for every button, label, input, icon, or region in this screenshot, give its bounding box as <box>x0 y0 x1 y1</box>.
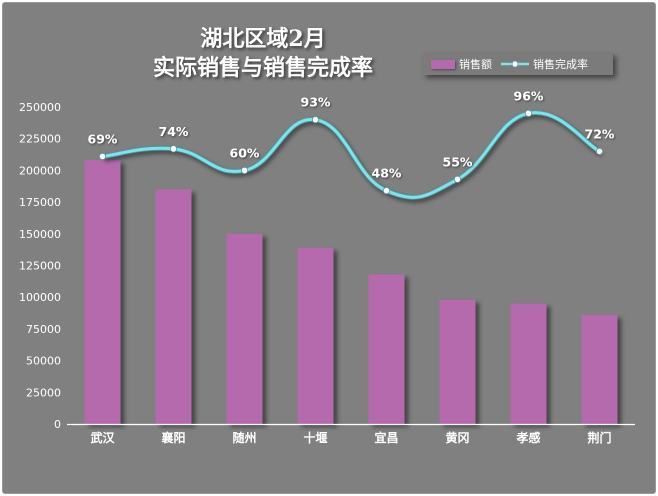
completion-data-label: 60% <box>230 145 260 160</box>
completion-point-黄冈 <box>453 175 462 183</box>
legend: 销售额 销售完成率 <box>423 53 613 75</box>
legend-bar-swatch <box>431 59 455 69</box>
x-tick-label: 十堰 <box>303 430 327 445</box>
bar-十堰 <box>297 247 334 424</box>
completion-data-label: 74% <box>159 124 189 139</box>
y-tick-label: 250000 <box>19 101 61 114</box>
x-tick-label: 黄冈 <box>445 430 469 445</box>
completion-point-武汉 <box>98 152 107 161</box>
chart-title-line-1: 湖北区域2月 <box>200 26 326 52</box>
y-tick-label: 125000 <box>19 260 61 273</box>
completion-data-label: 55% <box>443 154 473 169</box>
bar-荆门 <box>581 314 618 424</box>
y-tick-label: 50000 <box>26 355 61 368</box>
y-tick-label: 200000 <box>19 164 61 177</box>
bar-黄冈 <box>439 299 476 424</box>
bar-孝感 <box>510 303 547 424</box>
y-axis: 0 25000 50000 75000 100000 125000 150000 175000… <box>19 101 61 431</box>
completion-point-宜昌 <box>382 187 391 195</box>
bar-襄阳 <box>155 189 192 424</box>
chart-title: 湖北区域2月 实际销售与销售完成率 <box>123 25 403 83</box>
x-axis: 武汉 襄阳 随州 十堰 宜昌 黄冈 孝感 荆门 <box>67 423 635 445</box>
legend-item-sales: 销售额 <box>431 56 492 72</box>
legend-item-completion: 销售完成率 <box>500 56 588 72</box>
legend-label-completion: 销售完成率 <box>533 58 588 71</box>
completion-data-label: 96% <box>514 88 544 103</box>
completion-data-label: 48% <box>372 166 402 181</box>
legend-line-swatch <box>501 60 529 68</box>
completion-line-path <box>102 111 601 199</box>
y-tick-label: 150000 <box>19 228 61 241</box>
completion-point-襄阳 <box>169 145 178 153</box>
y-tick-label: 175000 <box>19 196 61 209</box>
completion-line: 69% 74% 60% 93% 48% 55% 96% 72% <box>88 88 615 200</box>
bars <box>84 160 618 425</box>
chart-title-line-2: 实际销售与销售完成率 <box>152 55 373 81</box>
completion-point-十堰 <box>311 116 320 124</box>
completion-point-孝感 <box>524 109 533 117</box>
bar-随州 <box>226 233 263 424</box>
y-tick-label: 100000 <box>19 291 61 304</box>
x-tick-label: 武汉 <box>90 430 115 445</box>
y-tick-label: 225000 <box>19 133 61 146</box>
y-tick-label: 75000 <box>26 323 61 336</box>
x-tick-label: 荆门 <box>587 430 611 445</box>
completion-data-label: 93% <box>301 95 331 110</box>
bar-武汉 <box>84 160 121 425</box>
plot-area: 0 25000 50000 75000 100000 125000 150000 175000… <box>19 88 635 445</box>
completion-point-荆门 <box>595 147 604 155</box>
completion-data-label: 72% <box>585 126 615 141</box>
bar-宜昌 <box>368 274 405 424</box>
x-tick-label: 随州 <box>232 430 256 445</box>
x-tick-label: 孝感 <box>515 430 540 445</box>
legend-label-sales: 销售额 <box>459 58 492 71</box>
y-tick-label: 0 <box>54 418 61 431</box>
x-tick-label: 襄阳 <box>160 430 185 445</box>
x-tick-label: 宜昌 <box>374 430 398 445</box>
completion-data-label: 69% <box>88 131 118 146</box>
completion-point-随州 <box>240 166 249 174</box>
y-tick-label: 25000 <box>26 386 61 399</box>
